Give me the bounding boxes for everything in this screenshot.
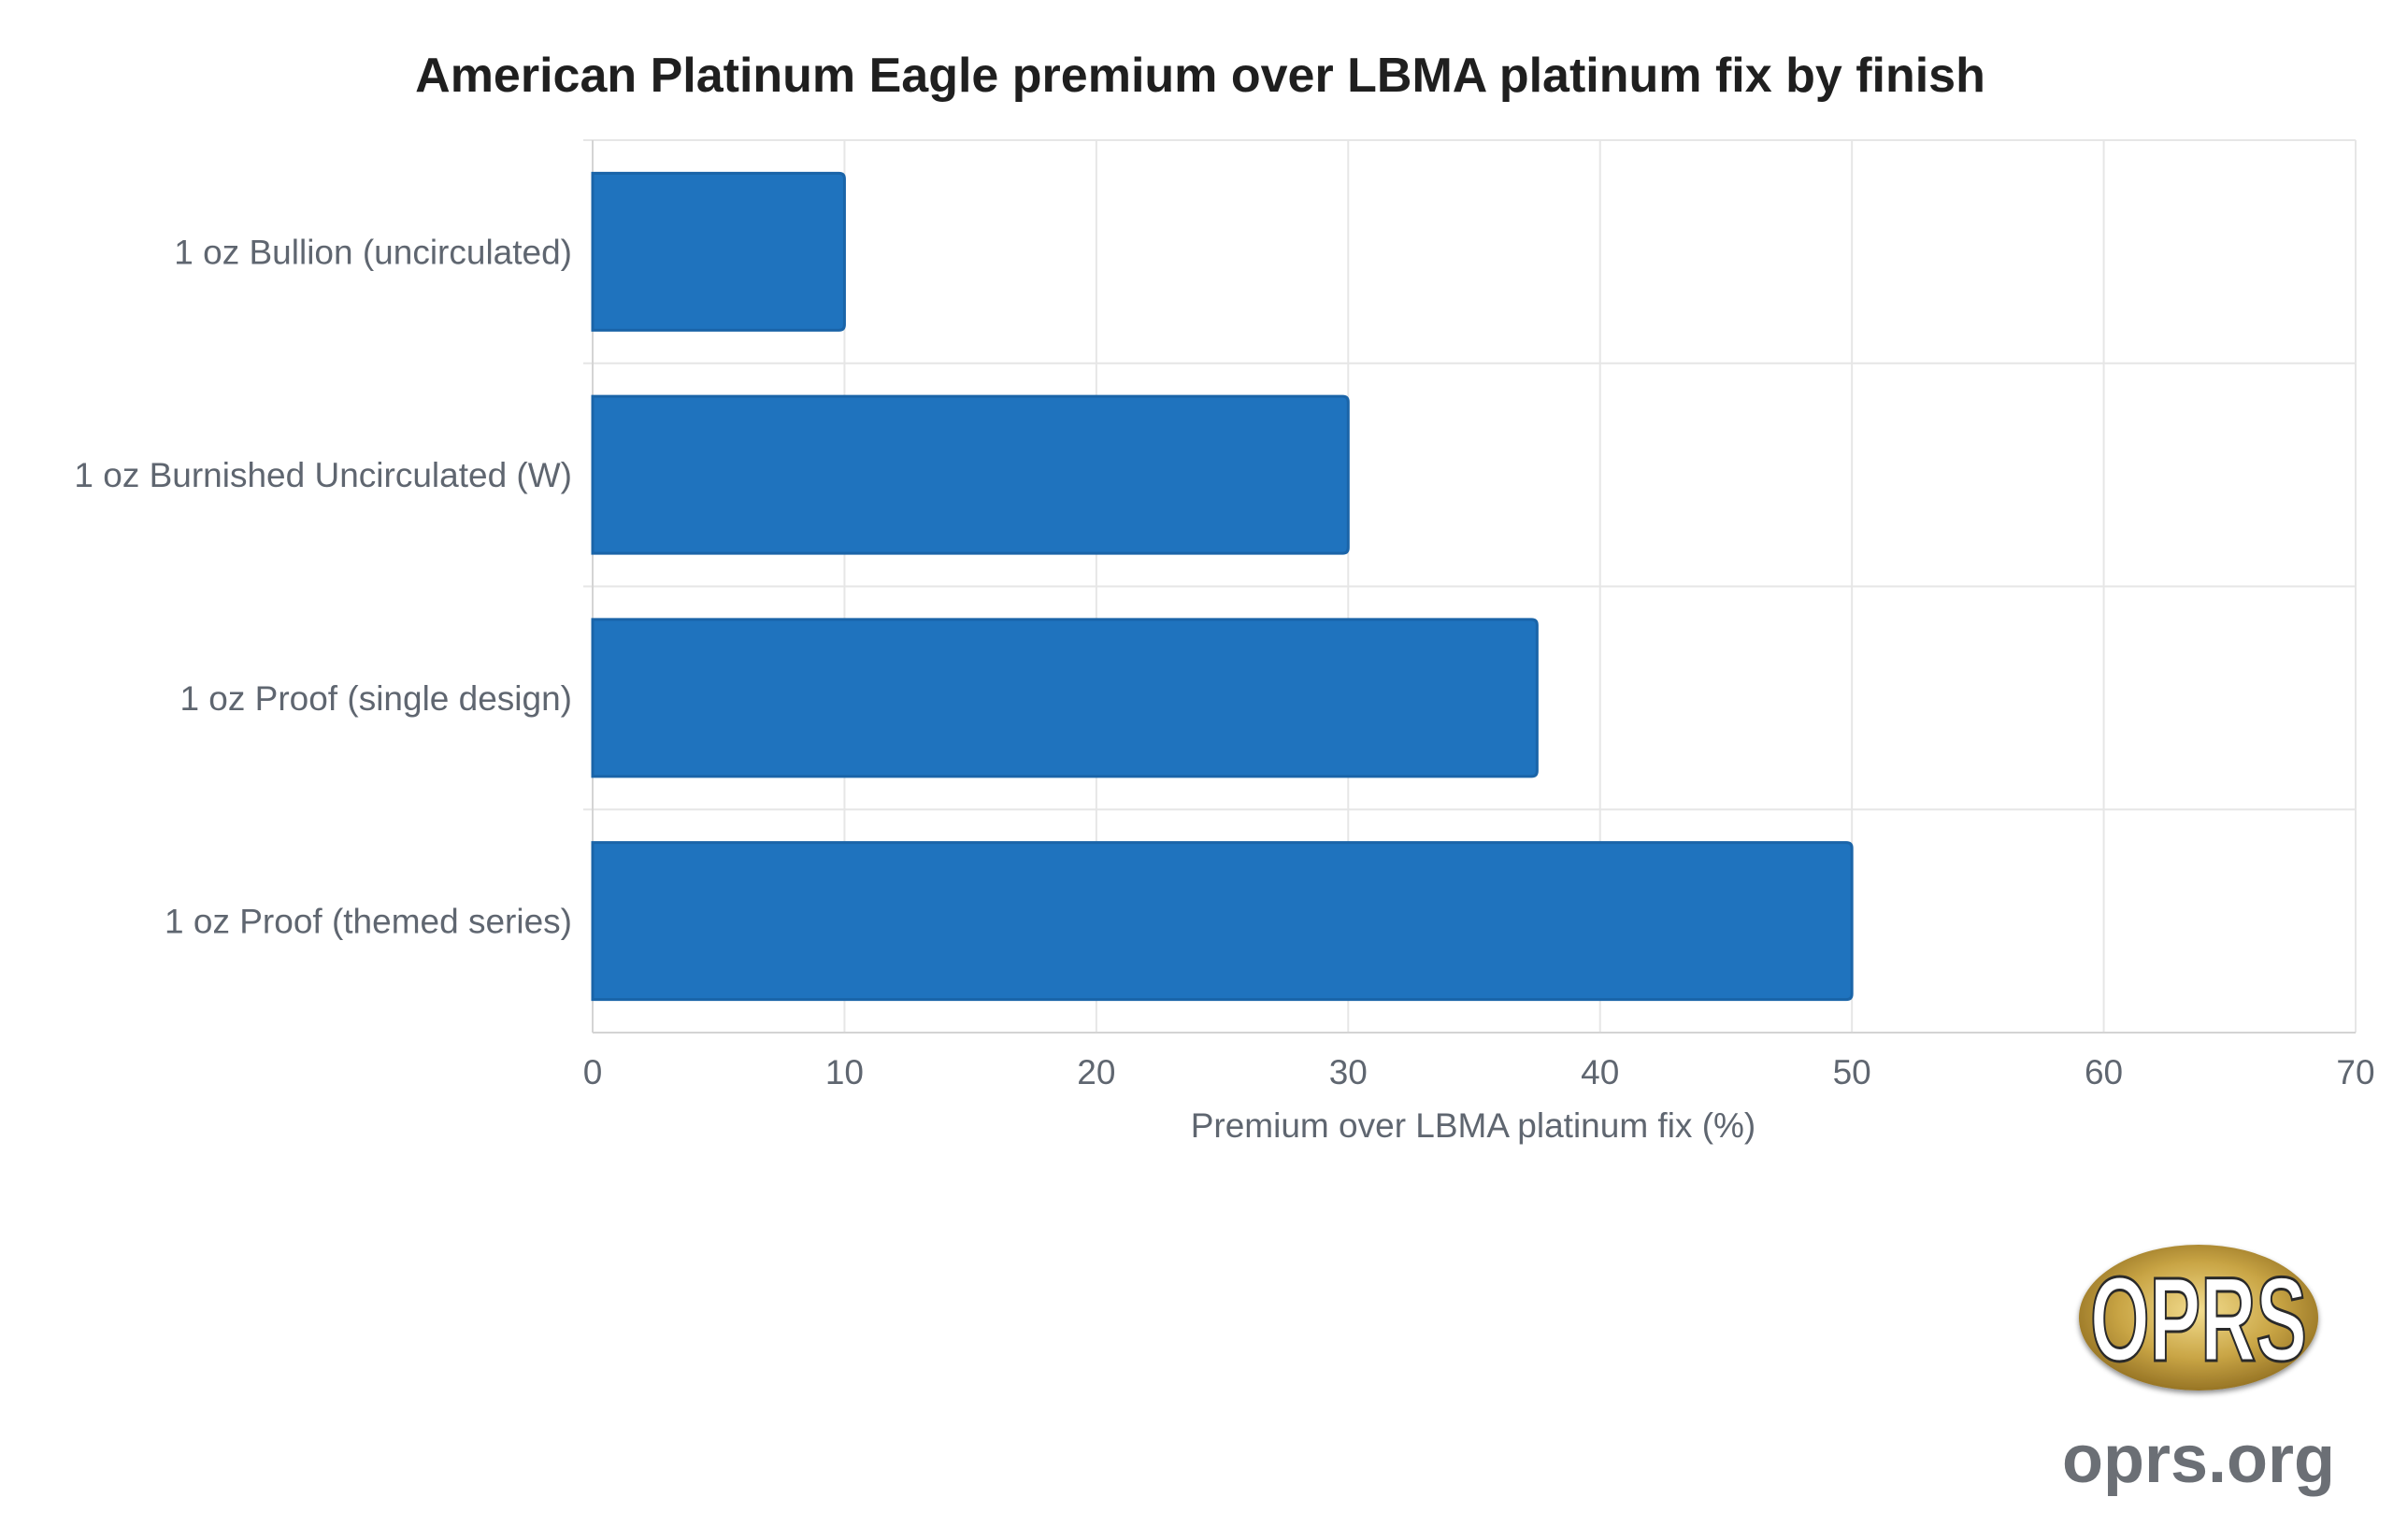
x-tick-label: 40 — [1581, 1053, 1619, 1091]
category-label: 1 oz Burnished Uncirculated (W) — [74, 456, 572, 494]
category-label: 1 oz Proof (themed series) — [165, 903, 572, 941]
x-tick-label: 70 — [2336, 1053, 2374, 1091]
oprs-logo-badge — [2079, 1245, 2318, 1390]
chart-title: American Platinum Eagle premium over LBM… — [415, 49, 1985, 103]
watermark: OPRS oprs.org — [2062, 1245, 2335, 1497]
bar — [591, 618, 1539, 778]
x-tick-label: 20 — [1077, 1053, 1115, 1091]
x-axis-title: Premium over LBMA platinum fix (%) — [1191, 1106, 1756, 1145]
category-label: 1 oz Bullion (uncirculated) — [174, 233, 572, 271]
category-labels: 1 oz Bullion (uncirculated) 1 oz Burnishe… — [74, 233, 572, 940]
x-tick-label: 10 — [825, 1053, 864, 1091]
logo-site-text: oprs.org — [2062, 1422, 2335, 1497]
logo-text: OPRS — [2090, 1253, 2307, 1387]
x-tick-label: 50 — [1833, 1053, 1871, 1091]
bar — [591, 394, 1350, 555]
bar-group — [591, 171, 1854, 1002]
gold-oval-icon — [2079, 1245, 2318, 1390]
bar — [591, 171, 846, 332]
x-tick-label: 0 — [583, 1053, 603, 1091]
x-tick-label: 60 — [2085, 1053, 2123, 1091]
x-tick-labels: 0 10 20 30 40 50 60 70 — [583, 1053, 2375, 1091]
x-tick-label: 30 — [1329, 1053, 1368, 1091]
bar — [591, 841, 1854, 1002]
category-label: 1 oz Proof (single design) — [179, 679, 572, 718]
